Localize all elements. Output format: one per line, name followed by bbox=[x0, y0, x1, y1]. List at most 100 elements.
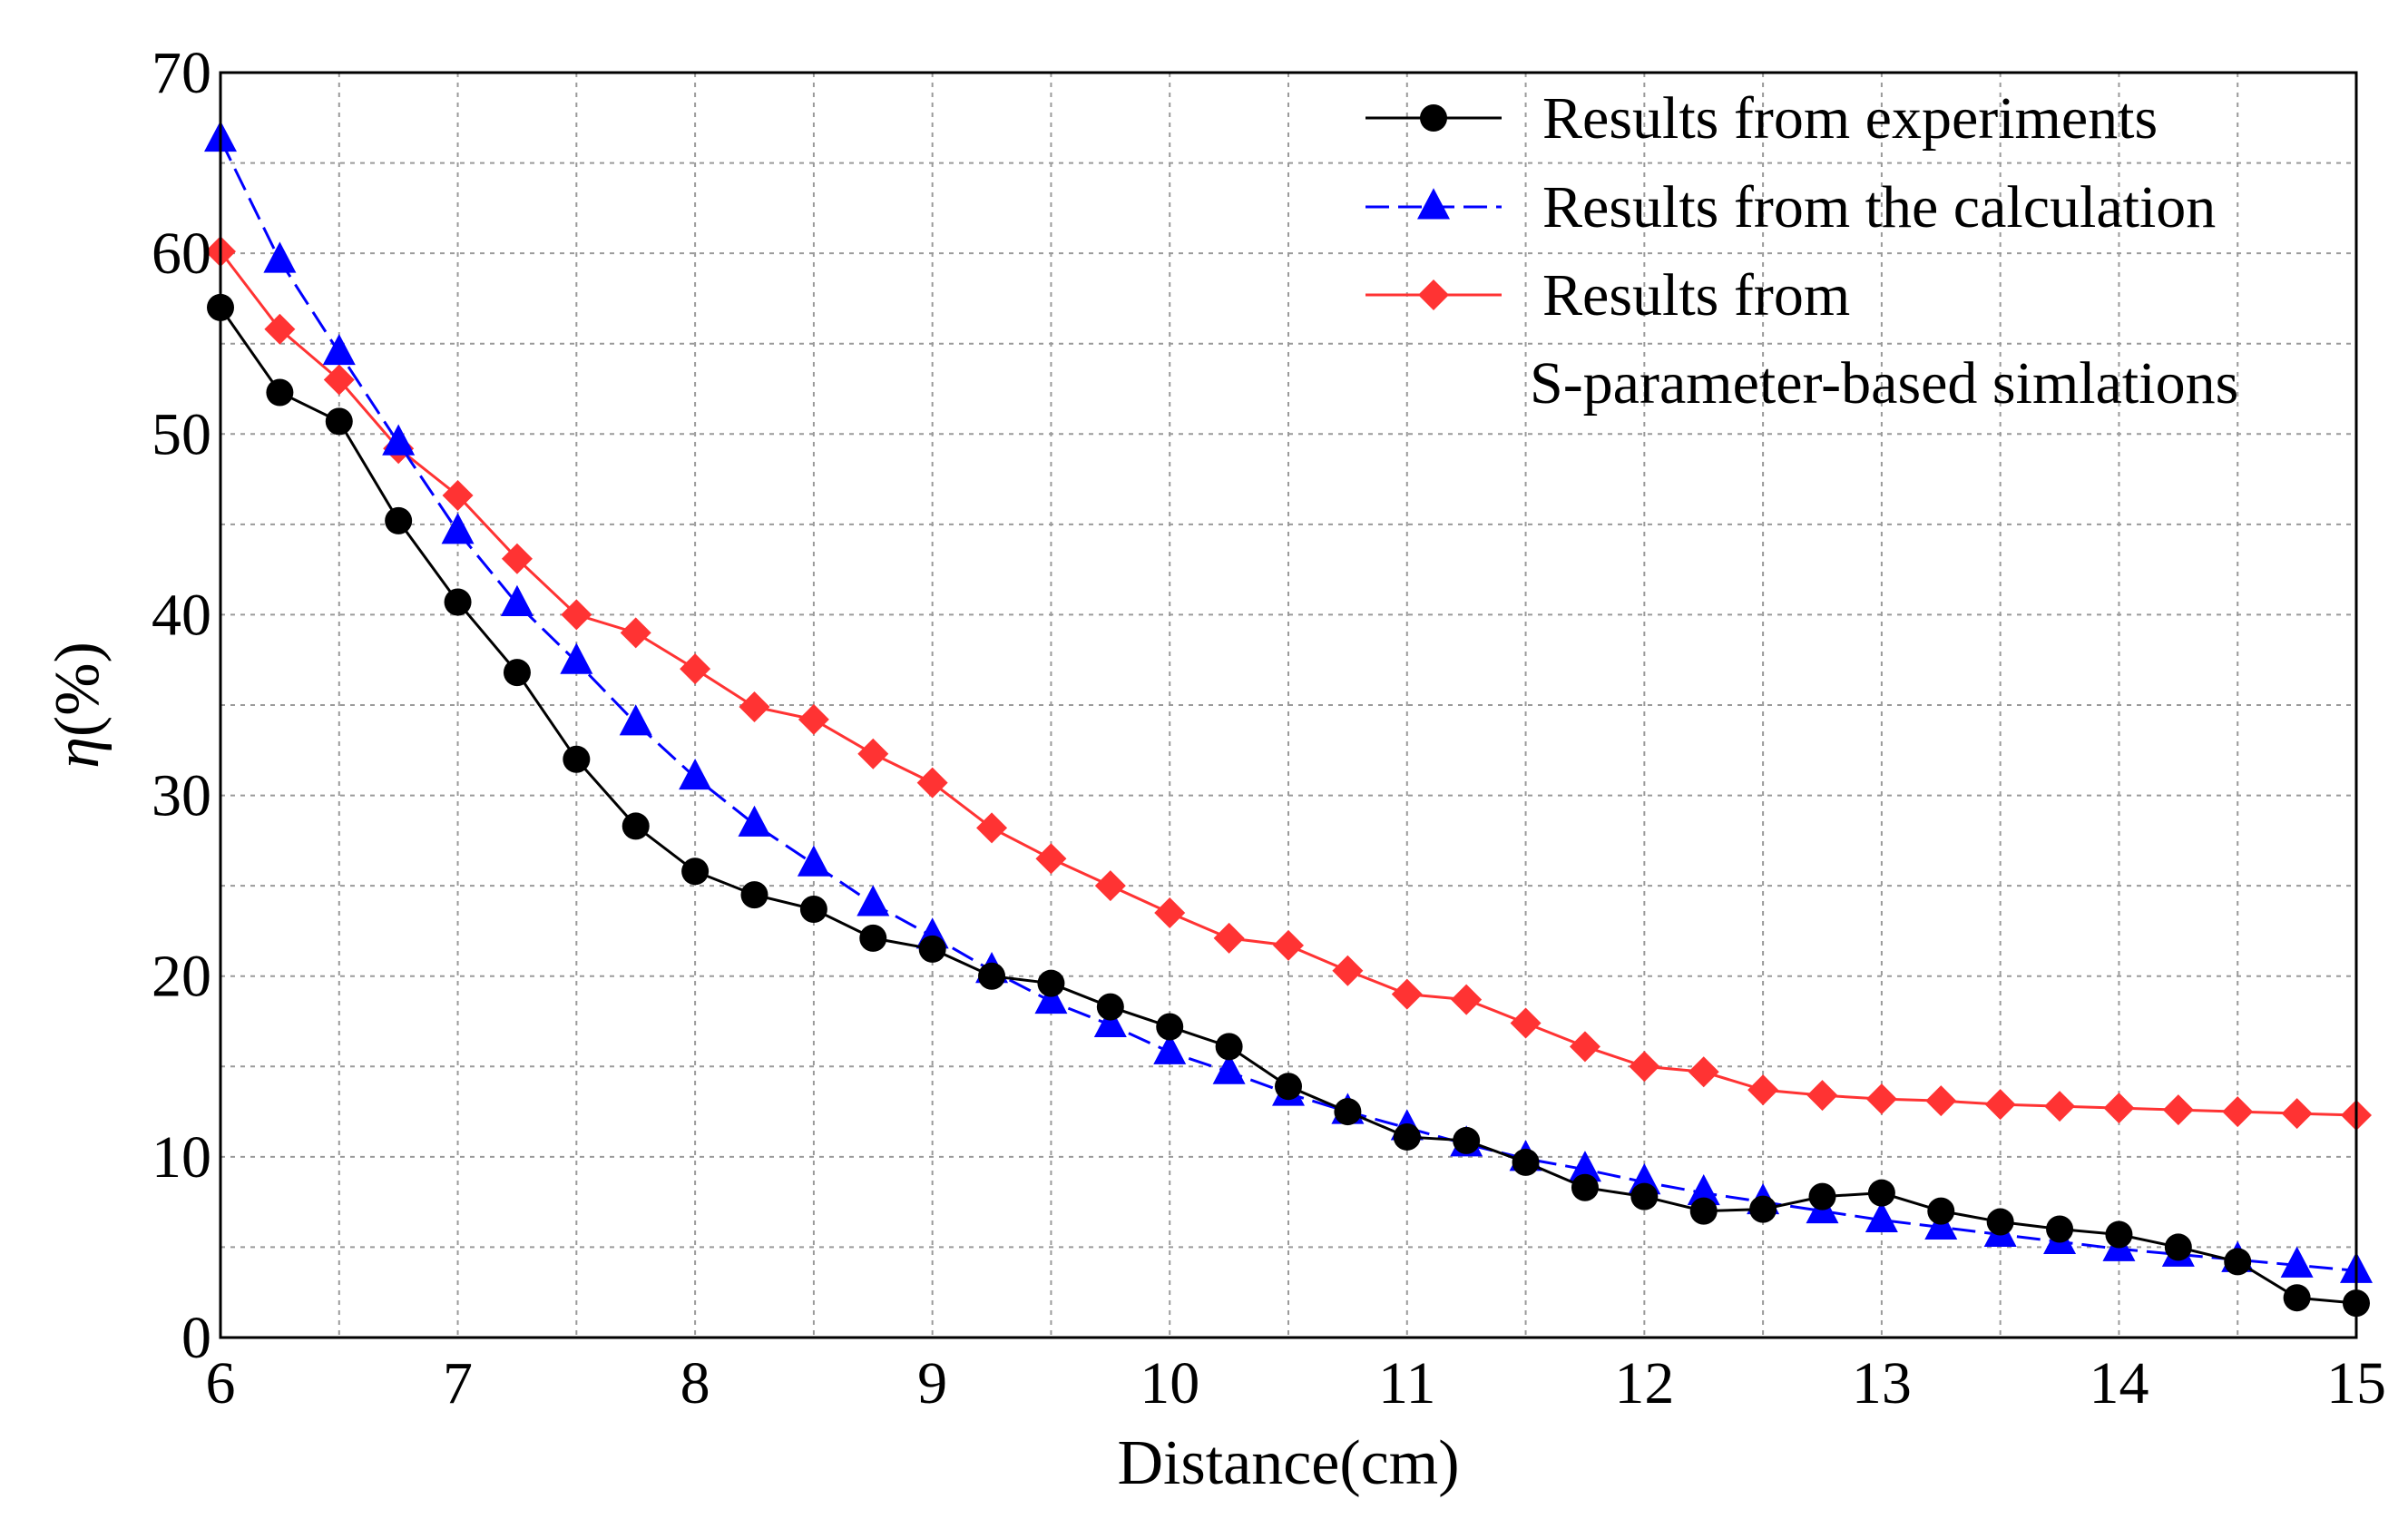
tick-labels: 6 7 8 9 10 11 12 13 14 15 0 10 20 30 40 50 60 70 bbox=[152, 40, 2386, 1416]
data-point-triangle bbox=[857, 885, 890, 916]
y-tick-label: 40 bbox=[152, 582, 211, 648]
data-point-triangle bbox=[679, 758, 712, 790]
legend-label: Results from experiments bbox=[1542, 85, 2158, 152]
data-point-diamond bbox=[1154, 897, 1186, 929]
data-point-diamond bbox=[323, 364, 355, 396]
data-point-diamond bbox=[1629, 1051, 1660, 1083]
data-point-diamond bbox=[620, 617, 651, 649]
legend-item-results-from-s-parameter-based-simlations: Results from S-parameter-based simlations bbox=[1366, 262, 2238, 417]
data-point-circle bbox=[681, 858, 710, 886]
data-point-diamond bbox=[501, 543, 533, 574]
data-point-triangle bbox=[1034, 982, 1068, 1014]
data-point-circle bbox=[503, 659, 531, 687]
data-point-diamond bbox=[1688, 1056, 1719, 1088]
data-point-circle bbox=[1571, 1173, 1599, 1201]
grid bbox=[220, 73, 2356, 1338]
y-axis-label: η(%) bbox=[43, 642, 113, 769]
x-tick-label: 6 bbox=[206, 1350, 236, 1416]
data-point-triangle bbox=[619, 704, 652, 736]
data-point-circle bbox=[1867, 1179, 1895, 1207]
data-point-circle bbox=[1096, 993, 1124, 1021]
data-point-diamond bbox=[1984, 1089, 2016, 1121]
data-point-triangle bbox=[1212, 1053, 1246, 1084]
x-tick-label: 15 bbox=[2326, 1350, 2386, 1416]
legend-label: Results from the calculation bbox=[1542, 174, 2216, 240]
x-axis-label: Distance(cm) bbox=[1117, 1428, 1459, 1498]
data-point-diamond bbox=[1451, 984, 1483, 1015]
data-point-circle bbox=[2046, 1215, 2074, 1243]
data-point-circle bbox=[2283, 1284, 2311, 1312]
legend: Results from experiments Results from the… bbox=[1366, 85, 2238, 417]
data-point-triangle bbox=[322, 333, 356, 366]
data-point-diamond bbox=[1094, 870, 1126, 902]
data-point-diamond bbox=[1035, 843, 1067, 875]
data-point-diamond bbox=[798, 703, 829, 735]
data-point-circle bbox=[1749, 1195, 1777, 1223]
legend-label: Results from bbox=[1542, 262, 1850, 328]
data-point-triangle bbox=[263, 241, 297, 273]
y-tick-label: 60 bbox=[152, 221, 211, 287]
data-point-diamond bbox=[1273, 929, 1304, 961]
data-point-diamond bbox=[916, 767, 948, 799]
legend-item-results-from-the-calculation: Results from the calculation bbox=[1366, 174, 2216, 240]
y-tick-label: 50 bbox=[152, 401, 211, 467]
data-point-circle bbox=[622, 812, 650, 840]
data-point-circle bbox=[266, 378, 294, 407]
legend-marker-triangle bbox=[1417, 188, 1450, 220]
data-point-diamond bbox=[680, 653, 711, 685]
data-point-diamond bbox=[1213, 922, 1245, 954]
data-point-triangle bbox=[1093, 1005, 1127, 1037]
data-point-triangle bbox=[1568, 1151, 1601, 1182]
y-tick-label: 30 bbox=[152, 763, 211, 829]
data-point-circle bbox=[1156, 1013, 1184, 1041]
x-tick-label: 8 bbox=[680, 1350, 710, 1416]
data-point-triangle bbox=[500, 584, 533, 616]
data-point-diamond bbox=[1865, 1083, 1897, 1115]
series-results-from-s-parameter-based-simlations bbox=[205, 236, 2372, 1132]
legend-item-results-from-experiments: Results from experiments bbox=[1366, 85, 2158, 152]
data-point-diamond bbox=[857, 738, 889, 769]
legend-marker-circle bbox=[1420, 104, 1447, 132]
data-point-circle bbox=[444, 588, 472, 616]
x-tick-label: 9 bbox=[917, 1350, 947, 1416]
series-layer bbox=[204, 120, 2373, 1318]
data-point-diamond bbox=[1332, 955, 1364, 986]
series-results-from-experiments bbox=[207, 293, 2370, 1318]
plot-frame bbox=[219, 71, 2358, 1339]
data-point-diamond bbox=[1806, 1080, 1838, 1112]
data-point-circle bbox=[1689, 1197, 1718, 1225]
data-point-circle bbox=[1334, 1098, 1362, 1126]
y-tick-label: 10 bbox=[152, 1124, 211, 1191]
data-point-circle bbox=[1808, 1182, 1836, 1210]
x-tick-label: 10 bbox=[1140, 1350, 1199, 1416]
data-point-triangle bbox=[382, 424, 416, 456]
x-tick-label: 11 bbox=[1378, 1350, 1436, 1416]
data-point-circle bbox=[2164, 1233, 2192, 1261]
data-point-triangle bbox=[2280, 1246, 2314, 1278]
data-point-circle bbox=[325, 407, 353, 436]
x-tick-label: 12 bbox=[1614, 1350, 1674, 1416]
data-point-diamond bbox=[2222, 1096, 2254, 1128]
data-point-circle bbox=[1215, 1033, 1243, 1061]
data-point-triangle bbox=[1865, 1201, 1898, 1233]
x-tick-label: 7 bbox=[443, 1350, 473, 1416]
data-point-circle bbox=[1512, 1148, 1540, 1176]
x-tick-label: 14 bbox=[2089, 1350, 2149, 1416]
y-tick-label: 70 bbox=[152, 40, 211, 106]
legend-marker-diamond bbox=[1418, 279, 1449, 310]
data-point-diamond bbox=[2162, 1094, 2194, 1126]
data-point-circle bbox=[1630, 1182, 1659, 1210]
data-point-diamond bbox=[1925, 1085, 1957, 1117]
data-point-triangle bbox=[1153, 1033, 1187, 1064]
x-tick-label: 13 bbox=[1852, 1350, 1912, 1416]
data-point-triangle bbox=[1687, 1173, 1720, 1206]
data-point-diamond bbox=[1747, 1074, 1779, 1106]
data-point-circle bbox=[978, 962, 1006, 990]
y-axis-unit: (%) bbox=[43, 642, 113, 737]
data-point-circle bbox=[1927, 1197, 1955, 1225]
data-point-triangle bbox=[738, 805, 771, 837]
data-point-circle bbox=[859, 924, 887, 952]
data-point-circle bbox=[799, 896, 827, 924]
data-point-diamond bbox=[442, 479, 474, 511]
